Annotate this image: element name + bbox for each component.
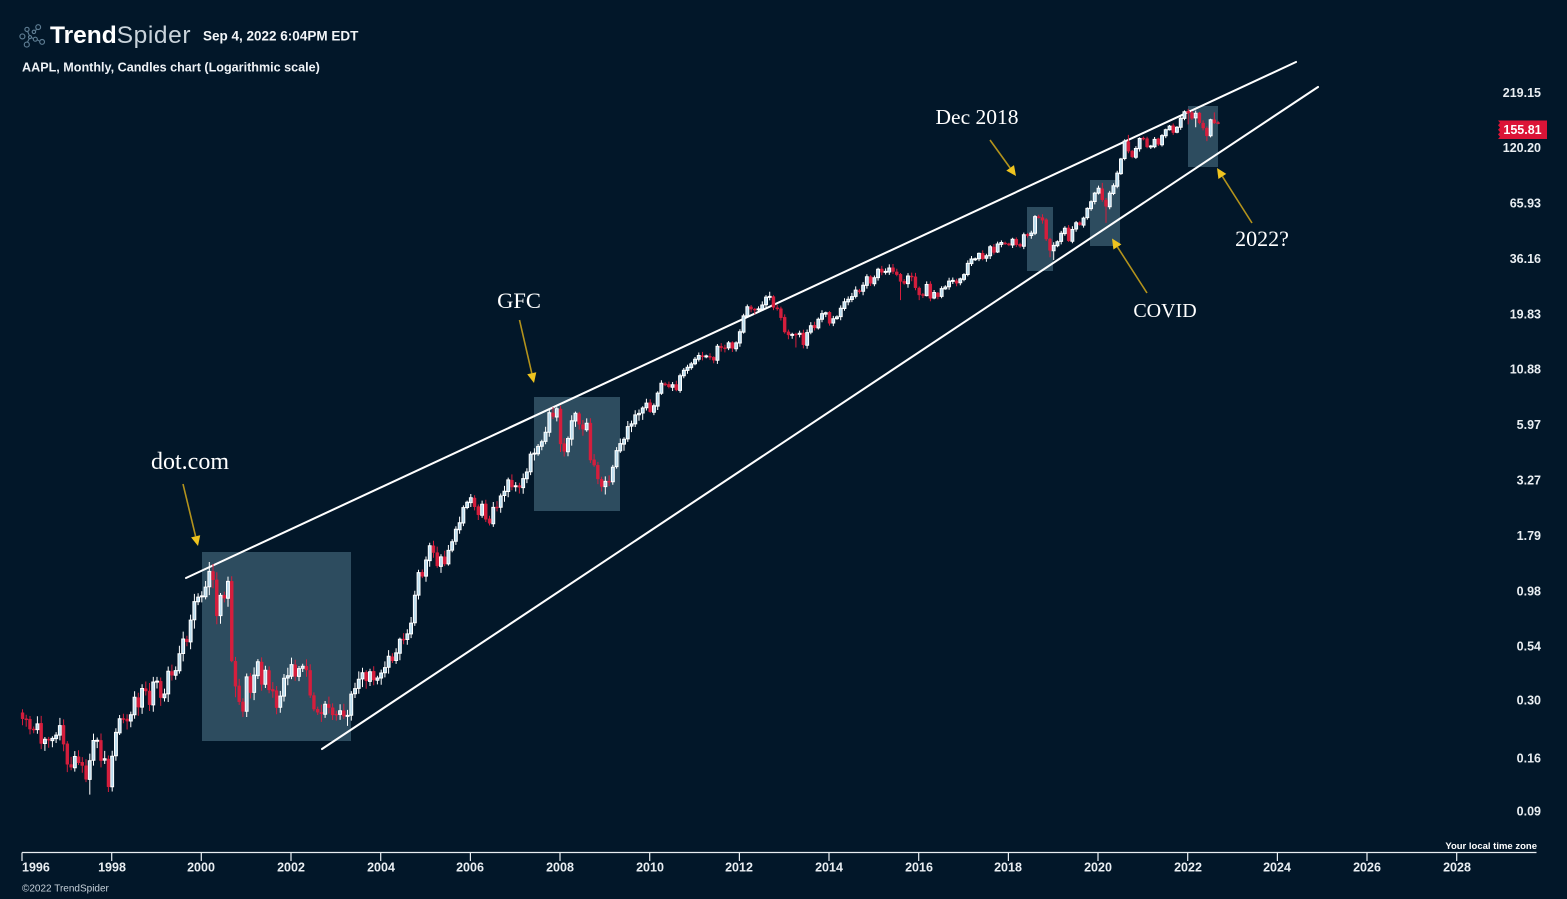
svg-text:3.27: 3.27 <box>1517 474 1541 488</box>
svg-text:1.79: 1.79 <box>1517 529 1541 543</box>
svg-text:Dec 2018: Dec 2018 <box>936 105 1019 129</box>
svg-text:COVID: COVID <box>1133 300 1196 322</box>
svg-text:120.20: 120.20 <box>1503 141 1541 155</box>
svg-text:0.16: 0.16 <box>1517 752 1541 766</box>
svg-text:0.30: 0.30 <box>1517 694 1541 708</box>
svg-text:2012: 2012 <box>725 861 753 875</box>
svg-text:2016: 2016 <box>905 861 933 875</box>
svg-text:2022?: 2022? <box>1235 226 1289 251</box>
svg-text:Your local time zone: Your local time zone <box>1445 841 1537 852</box>
svg-text:Trend: Trend <box>50 22 117 49</box>
svg-text:©2022 TrendSpider: ©2022 TrendSpider <box>22 884 110 895</box>
svg-text:155.81: 155.81 <box>1503 123 1541 137</box>
svg-text:GFC: GFC <box>497 288 541 313</box>
svg-text:0.54: 0.54 <box>1517 640 1541 654</box>
svg-text:2006: 2006 <box>456 861 484 875</box>
svg-text:65.93: 65.93 <box>1510 197 1541 211</box>
svg-text:2010: 2010 <box>636 861 664 875</box>
svg-text:2028: 2028 <box>1443 861 1471 875</box>
svg-text:2026: 2026 <box>1353 861 1381 875</box>
svg-text:10.88: 10.88 <box>1510 363 1541 377</box>
svg-text:2014: 2014 <box>815 861 843 875</box>
svg-text:5.97: 5.97 <box>1517 418 1541 432</box>
svg-text:36.16: 36.16 <box>1510 252 1541 266</box>
svg-text:2020: 2020 <box>1084 861 1112 875</box>
svg-text:2000: 2000 <box>187 861 215 875</box>
svg-text:2002: 2002 <box>277 861 305 875</box>
svg-text:219.15: 219.15 <box>1503 86 1541 100</box>
svg-text:0.09: 0.09 <box>1517 805 1541 819</box>
svg-text:19.83: 19.83 <box>1510 307 1541 321</box>
svg-text:1998: 1998 <box>98 861 126 875</box>
svg-text:0.98: 0.98 <box>1517 585 1541 599</box>
svg-text:2018: 2018 <box>994 861 1022 875</box>
svg-text:1996: 1996 <box>22 861 50 875</box>
svg-text:Spider: Spider <box>117 22 191 49</box>
svg-text:2024: 2024 <box>1263 861 1291 875</box>
svg-text:2022: 2022 <box>1174 861 1202 875</box>
svg-text:AAPL, Monthly, Candles chart (: AAPL, Monthly, Candles chart (Logarithmi… <box>22 61 320 75</box>
svg-text:Sep 4, 2022 6:04PM EDT: Sep 4, 2022 6:04PM EDT <box>203 29 359 44</box>
svg-text:dot.com: dot.com <box>151 449 229 475</box>
svg-text:2004: 2004 <box>367 861 395 875</box>
svg-text:2008: 2008 <box>546 861 574 875</box>
